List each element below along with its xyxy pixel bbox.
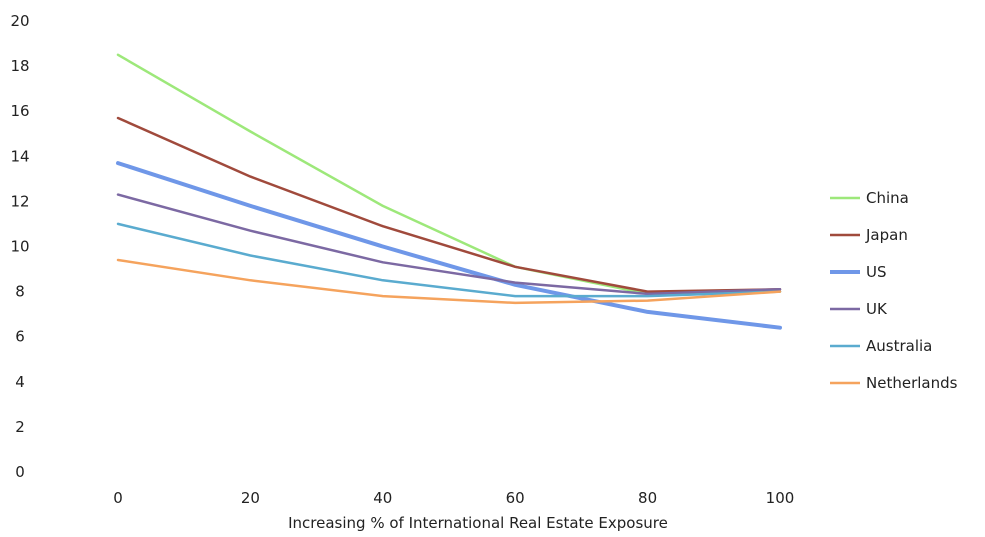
legend-label: China <box>866 189 909 207</box>
legend-label: UK <box>866 300 888 318</box>
y-tick-label: 18 <box>10 57 29 75</box>
x-tick-label: 80 <box>638 489 657 507</box>
y-axis-ticks: 0 2 4 6 8 10 12 14 16 18 20 <box>10 12 29 481</box>
x-tick-label: 0 <box>113 489 123 507</box>
y-tick-label: 4 <box>15 373 25 391</box>
y-tick-label: 2 <box>15 418 25 436</box>
y-tick-label: 12 <box>10 192 29 210</box>
series-lines <box>116 53 782 330</box>
x-tick-label: 20 <box>241 489 260 507</box>
y-tick-label: 8 <box>15 283 25 301</box>
y-tick-label: 6 <box>15 328 25 346</box>
y-tick-label: 10 <box>10 238 29 256</box>
legend: China Japan US UK Australia Netherlands <box>830 189 958 392</box>
legend-label: Netherlands <box>866 374 958 392</box>
y-tick-label: 14 <box>10 147 29 165</box>
series-line-us <box>116 161 782 330</box>
series-line-uk <box>116 193 782 296</box>
series-line-australia <box>116 222 782 298</box>
legend-label: US <box>866 263 887 281</box>
series-line-china <box>116 53 782 296</box>
x-axis-ticks: 0 20 40 60 80 100 <box>113 489 794 507</box>
x-axis-title: Increasing % of International Real Estat… <box>288 514 668 532</box>
x-tick-label: 100 <box>766 489 795 507</box>
x-tick-label: 40 <box>373 489 392 507</box>
y-tick-label: 0 <box>15 463 25 481</box>
y-tick-label: 20 <box>10 12 29 30</box>
series-line-japan <box>116 116 782 293</box>
legend-label: Japan <box>865 226 908 244</box>
y-tick-label: 16 <box>10 102 29 120</box>
x-tick-label: 60 <box>506 489 525 507</box>
legend-label: Australia <box>866 337 932 355</box>
series-line-netherlands <box>116 258 782 305</box>
